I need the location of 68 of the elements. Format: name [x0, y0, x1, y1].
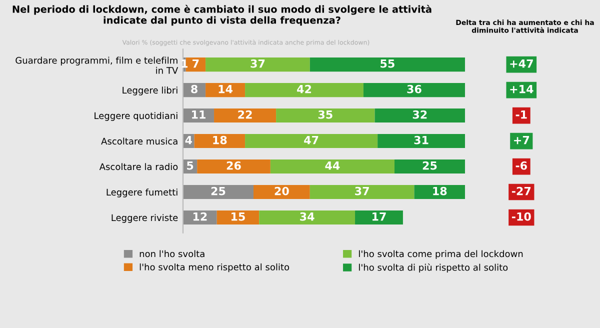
chart-title: Nel periodo di lockdown, come è cambiato il suo modo di svolgere le attività indicate dal punto di vista della frequenza?	[12, 4, 432, 26]
data-label: 5	[187, 162, 194, 170]
data-label: 32	[412, 110, 427, 119]
bar	[186, 58, 206, 72]
legend-label: l'ho svolta come prima del lockdown	[359, 250, 523, 259]
data-label: 18	[433, 186, 447, 196]
y-tick-label: Ascoltare la radio	[99, 163, 178, 170]
data-label: 17	[372, 212, 386, 221]
bar	[414, 185, 465, 200]
legend-label: l'ho svolta di più rispetto al solito	[359, 263, 508, 273]
legend-label: non l'ho svolta	[140, 250, 204, 258]
data-label: 25	[422, 161, 437, 170]
data-label: 14	[218, 85, 233, 94]
data-label: 37	[355, 186, 369, 196]
bar	[270, 160, 394, 174]
y-tick-label: Leggere quotidiani	[94, 112, 178, 121]
text: +14	[510, 85, 534, 94]
data-label: 55	[380, 60, 394, 68]
data-label: 7	[192, 60, 199, 68]
bar	[206, 83, 246, 98]
bar	[216, 210, 260, 225]
data-label: 42	[297, 84, 312, 94]
bar	[363, 83, 465, 98]
data-label: 20	[274, 186, 289, 196]
data-label: 22	[238, 110, 252, 119]
bar	[276, 108, 375, 123]
y-tick-label: Leggere libri	[122, 86, 178, 96]
text: +7	[514, 136, 530, 144]
data-label: 15	[232, 212, 245, 221]
data-label: 34	[300, 212, 314, 221]
data-label: 18	[213, 136, 227, 144]
bar	[310, 185, 414, 200]
data-label: 26	[226, 161, 241, 170]
y-tick-label: Ascoltare musica	[101, 138, 178, 145]
data-label: 25	[211, 186, 226, 196]
bar	[394, 160, 465, 174]
bar	[245, 83, 364, 98]
bar	[206, 58, 310, 72]
data-label: 31	[414, 136, 428, 144]
data-label: 11	[192, 110, 206, 119]
text: -6	[516, 161, 527, 170]
text: -27	[512, 186, 531, 196]
bar	[378, 134, 465, 148]
bar	[245, 134, 378, 148]
bar	[197, 160, 270, 174]
bar	[355, 210, 403, 225]
text: -10	[512, 212, 531, 221]
data-label: 36	[407, 84, 422, 94]
data-label: 12	[193, 212, 207, 221]
y-tick-label: Leggere riviste	[112, 214, 178, 223]
data-label: 35	[318, 110, 332, 119]
bar	[214, 108, 276, 123]
bar	[374, 108, 465, 123]
bar	[254, 185, 310, 200]
legend-label: l'ho svolta meno rispetto al solito	[140, 263, 290, 272]
bar	[259, 210, 356, 225]
data-label: 47	[304, 136, 318, 144]
bar	[310, 58, 465, 72]
data-label: 8	[191, 84, 198, 94]
y-tick-label: Leggere fumetti	[106, 188, 178, 198]
data-label: 4	[185, 136, 192, 144]
data-label: 44	[325, 162, 340, 170]
bar	[183, 185, 254, 200]
text: +47	[510, 60, 533, 68]
text: -1	[516, 110, 527, 119]
y-tick-label: Guardare programmi, film e telefilm in TV	[16, 56, 178, 74]
bar	[194, 134, 246, 148]
data-label: 37	[250, 59, 265, 68]
